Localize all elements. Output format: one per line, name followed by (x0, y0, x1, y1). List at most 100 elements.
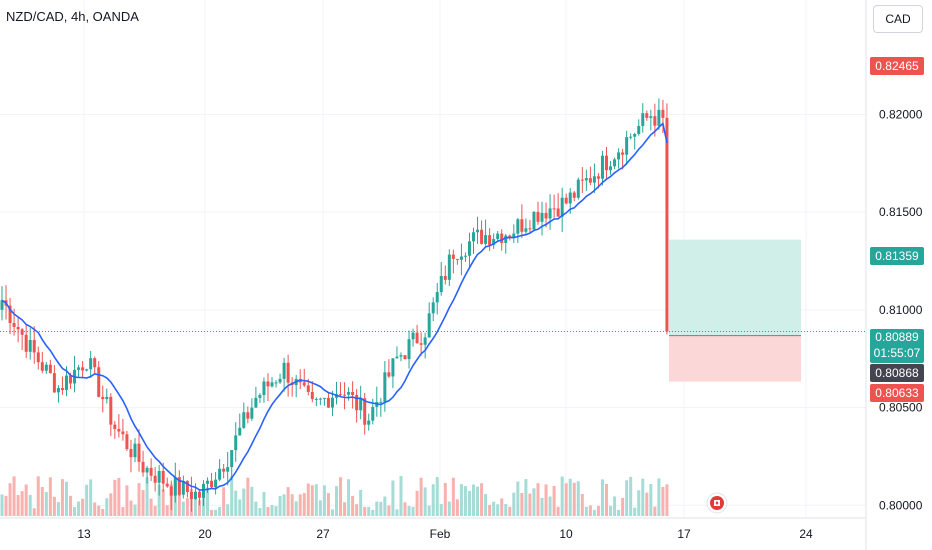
candle-body (113, 424, 117, 430)
candle-body (282, 362, 286, 379)
volume-bar (161, 489, 165, 516)
candle-body (185, 480, 189, 493)
volume-bar (298, 494, 302, 516)
volume-bar (472, 484, 476, 516)
volume-bar (443, 482, 447, 516)
time-tick-label: Feb (430, 527, 451, 541)
volume-bar (77, 501, 81, 516)
volume-bar (141, 490, 145, 516)
candle-body (613, 159, 617, 167)
candle-body (286, 362, 290, 383)
volume-bar (69, 495, 73, 516)
volume-bar (592, 509, 596, 516)
candle-body (129, 449, 133, 458)
currency-button[interactable]: CAD (873, 5, 923, 33)
time-tick-label: 10 (559, 527, 573, 541)
price-tag-top: 0.82465 (870, 57, 924, 75)
volume-bar (242, 488, 246, 516)
volume-bar (500, 498, 504, 516)
volume-bar (625, 480, 629, 516)
volume-bar (609, 505, 613, 516)
volume-bar (181, 501, 185, 516)
volume-bar (330, 509, 334, 516)
volume-bar (318, 500, 322, 516)
volume-bar (572, 482, 576, 516)
candle-body (359, 398, 363, 411)
candle-body (149, 467, 153, 476)
price-axis: 0.80000 0.80500 0.81000 0.81500 0.82000 (865, 0, 923, 550)
volume-bar (258, 508, 262, 516)
volume-bar (89, 479, 93, 516)
volume-bar (629, 476, 633, 516)
candle-body (226, 467, 230, 472)
volume-bar (12, 476, 16, 516)
volume-bar (222, 487, 226, 516)
candle-body (524, 228, 528, 232)
volume-bar (302, 493, 306, 516)
volume-bar (641, 478, 645, 516)
volume-bar (125, 485, 129, 516)
candle-body (48, 364, 52, 374)
volume-bar (266, 506, 270, 516)
volume-bar (20, 491, 24, 516)
volume-bar (564, 483, 568, 516)
candle-body (657, 109, 661, 126)
moving-average-line (1, 121, 668, 491)
volume-bar (254, 501, 258, 516)
chart-grid (0, 0, 866, 518)
volume-bar (310, 485, 314, 516)
volume-bar (544, 484, 548, 516)
candle-body (387, 372, 391, 377)
candle-body (480, 229, 484, 244)
candle-body (427, 313, 431, 338)
candle-body (274, 382, 278, 384)
volume-bar (197, 499, 201, 516)
candles (0, 98, 669, 512)
candle-body (125, 434, 129, 450)
volume-bar (653, 506, 657, 516)
time-tick-label: 27 (316, 527, 330, 541)
volume-bar (415, 490, 419, 516)
volume-bar (363, 506, 367, 516)
candle-body (459, 256, 463, 260)
candle-body (93, 358, 97, 368)
volume-bar (351, 495, 355, 516)
volume-bar (492, 501, 496, 516)
candle-body (230, 450, 234, 468)
candle-body (367, 420, 371, 425)
candle-body (645, 113, 649, 118)
volume-bar (137, 483, 141, 516)
candle-body (637, 125, 641, 134)
volume-bar (262, 491, 266, 516)
candle-body (206, 480, 210, 484)
volume-bar (85, 484, 89, 516)
volume-bar (367, 506, 371, 516)
candle-body (383, 372, 387, 402)
price-tag-stop: 0.80633 (870, 384, 924, 402)
volume-bar (484, 494, 488, 516)
candle-body (520, 219, 524, 232)
candle-body (339, 394, 343, 396)
candle-body (621, 152, 625, 155)
volume-bar (153, 505, 157, 516)
volume-bar (596, 505, 600, 516)
candle-body (347, 392, 351, 395)
candle-body (246, 412, 250, 419)
candle-body (584, 178, 588, 181)
candle-body (641, 113, 645, 126)
candle-body (455, 258, 459, 260)
volume-bar (391, 480, 395, 516)
volume-bar (463, 486, 467, 516)
volume-bar (286, 487, 290, 516)
candle-body (371, 406, 375, 421)
candle-body (197, 491, 201, 498)
candle-body (552, 208, 556, 210)
volume-bar (105, 498, 109, 516)
canada-flag-icon[interactable] (706, 492, 728, 514)
volume-bar (552, 486, 556, 516)
candle-body (254, 397, 258, 408)
volume-bar (306, 483, 310, 516)
candle-body (133, 443, 137, 458)
candle-body (649, 116, 653, 118)
